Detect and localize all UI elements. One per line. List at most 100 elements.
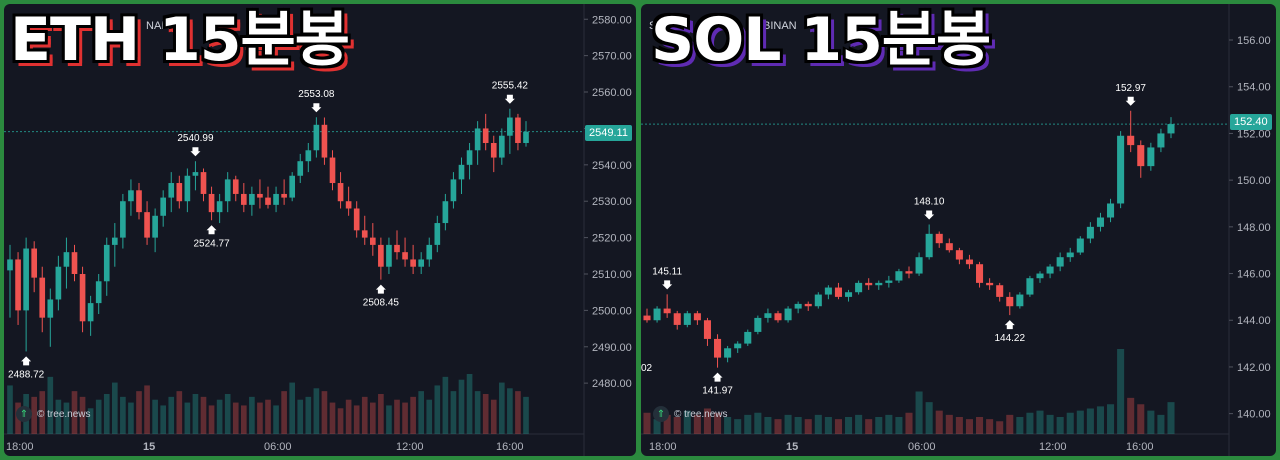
y-tick-label: 2510.00 xyxy=(592,269,632,281)
down-arrow-icon xyxy=(190,147,201,157)
volume-bar xyxy=(95,399,102,434)
volume-bar xyxy=(369,402,376,434)
volume-bar xyxy=(345,399,352,434)
sol-header-left-text: S xyxy=(649,20,657,32)
high-annotation-label: 2540.99 xyxy=(177,133,214,144)
candle-body xyxy=(804,303,812,307)
candle-body xyxy=(55,266,62,300)
volume-bar xyxy=(216,399,223,434)
y-tick-label: 154.00 xyxy=(1237,82,1271,94)
candle-body xyxy=(47,299,54,318)
candle-body xyxy=(353,208,360,231)
candle-body xyxy=(976,264,984,283)
volume-bar xyxy=(1056,417,1064,434)
volume-bar xyxy=(87,408,94,434)
candle-body xyxy=(845,292,853,297)
candle-body xyxy=(875,282,883,286)
volume-bar xyxy=(426,399,433,434)
y-tick-label: 2520.00 xyxy=(592,233,632,245)
candle-body xyxy=(313,124,320,151)
x-tick-label: 16:00 xyxy=(496,441,524,453)
volume-bar xyxy=(184,402,191,434)
volume-bar xyxy=(1117,349,1125,434)
candle-body xyxy=(249,193,255,205)
volume-bar xyxy=(128,402,134,434)
volume-bar xyxy=(1026,412,1034,434)
volume-bar xyxy=(394,399,400,434)
candle-body xyxy=(724,348,732,358)
volume-bar xyxy=(47,376,54,434)
candle-body xyxy=(523,131,529,143)
eth-current-price-tag: 2549.11 xyxy=(585,125,632,141)
up-arrow-icon xyxy=(21,356,32,366)
volume-bar xyxy=(361,396,368,434)
up-arrow-icon xyxy=(375,284,386,294)
volume-bar xyxy=(935,410,943,434)
candle-body xyxy=(466,150,473,165)
candle-body xyxy=(23,248,29,311)
volume-bar xyxy=(103,394,110,434)
candle-body xyxy=(289,175,296,198)
candle-body xyxy=(426,244,433,260)
volume-bar xyxy=(895,417,903,434)
candle-body xyxy=(1086,226,1094,239)
candle-body xyxy=(693,313,701,321)
volume-bar xyxy=(458,379,465,434)
candle-body xyxy=(281,193,287,198)
candle-body xyxy=(168,183,175,198)
volume-bar xyxy=(683,410,691,434)
sol-candlestick-chart[interactable]: 156.00 154.00 152.00 150.00 148.00 146.00 144.… xyxy=(641,4,1276,456)
candle-body xyxy=(39,277,46,318)
candle-body xyxy=(273,193,279,205)
candle-body xyxy=(1046,266,1054,274)
candle-body xyxy=(232,179,239,194)
volume-bar xyxy=(764,417,772,434)
volume-bar xyxy=(249,396,255,434)
volume-bar xyxy=(774,419,782,434)
sol-watermark: ⇑ © tree.news xyxy=(653,406,728,422)
candle-body xyxy=(935,233,943,244)
volume-bar xyxy=(297,399,304,434)
volume-bar xyxy=(313,388,320,434)
sol-watermark-text: © tree.news xyxy=(674,408,728,420)
candle-body xyxy=(240,193,247,205)
volume-bar xyxy=(498,382,505,434)
volume-bar xyxy=(834,419,842,434)
sol-overlay-title: SOL 15분봉 xyxy=(651,5,991,75)
x-tick-label: 06:00 xyxy=(908,441,936,453)
candle-body xyxy=(996,285,1004,297)
candle-body xyxy=(1137,145,1145,167)
y-tick-label: 2530.00 xyxy=(592,196,632,208)
candle-body xyxy=(1127,135,1135,146)
volume-bar xyxy=(1127,397,1135,434)
volume-bar xyxy=(855,414,863,434)
volume-bar xyxy=(986,419,994,434)
volume-bar xyxy=(111,382,118,434)
y-tick-label: 2560.00 xyxy=(592,87,632,99)
candle-body xyxy=(915,257,923,274)
tree-news-logo-icon: ⇑ xyxy=(16,406,32,422)
volume-bar xyxy=(265,399,271,434)
volume-bar xyxy=(39,391,46,434)
candle-body xyxy=(208,193,215,213)
x-tick-label: 15 xyxy=(786,441,798,453)
volume-bar xyxy=(1066,412,1074,434)
candle-body xyxy=(814,294,822,307)
candle-body xyxy=(79,274,86,322)
candle-body xyxy=(434,223,441,245)
volume-bar xyxy=(643,412,651,434)
volume-bar xyxy=(410,396,416,434)
volume-bar xyxy=(724,417,732,434)
low-annotation-label: 144.22 xyxy=(994,333,1025,344)
volume-bar xyxy=(1016,417,1024,434)
candle-body xyxy=(394,244,400,253)
volume-bar xyxy=(257,402,263,434)
candle-body xyxy=(184,175,191,202)
eth-header-text: NAI xyxy=(146,20,165,32)
candle-body xyxy=(160,197,167,216)
low-annotation-label: 2524.77 xyxy=(193,238,230,249)
candle-body xyxy=(1016,294,1024,307)
candle-body xyxy=(410,259,416,267)
x-tick-label: 12:00 xyxy=(396,441,424,453)
y-tick-label: 2580.00 xyxy=(592,14,632,26)
